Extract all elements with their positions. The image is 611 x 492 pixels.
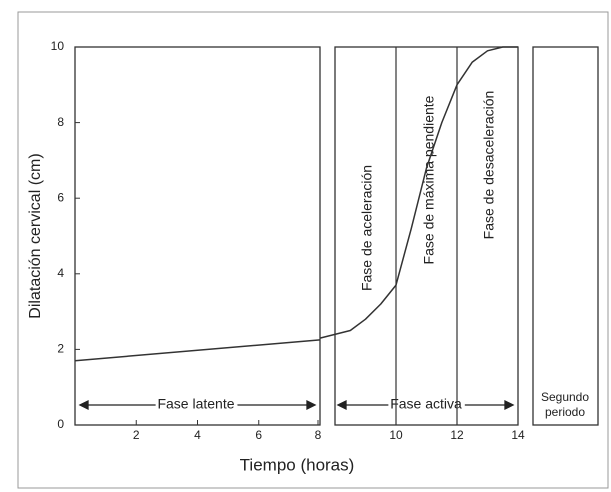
y-axis-label: Dilatación cervical (cm) [27,153,44,318]
annotation: Fase latente [157,396,234,412]
x-axis-label: Tiempo (horas) [240,455,355,474]
x-tick-label: 14 [511,428,525,442]
y-tick-label: 10 [51,39,65,53]
y-tick-label: 2 [57,342,64,356]
x-tick-label: 4 [194,428,201,442]
arrows [78,399,515,411]
annotation: periodo [545,405,585,419]
panel-active [334,46,519,426]
annotation: Segundo [541,390,589,404]
y-tick-label: 0 [57,417,64,431]
panel-latent [74,46,321,426]
outer-frame [17,11,609,489]
x-tick-label: 6 [255,428,262,442]
y-tick-label: 6 [57,190,64,204]
x-tick-label: 10 [389,428,403,442]
data-line [319,46,518,339]
data-line [74,339,321,362]
x-tick-label: 8 [315,428,322,442]
y-tick-label: 8 [57,115,64,129]
y-tick-label: 4 [57,266,64,280]
x-tick-label: 12 [450,428,464,442]
annotation: Fase de máxima pendiente [421,95,437,264]
annotation: Fase de aceleración [359,165,375,291]
x-tick-label: 2 [133,428,140,442]
annotation: Fase de desaceleración [481,91,497,240]
panel-second [532,46,599,426]
annotation: Fase activa [390,396,462,412]
